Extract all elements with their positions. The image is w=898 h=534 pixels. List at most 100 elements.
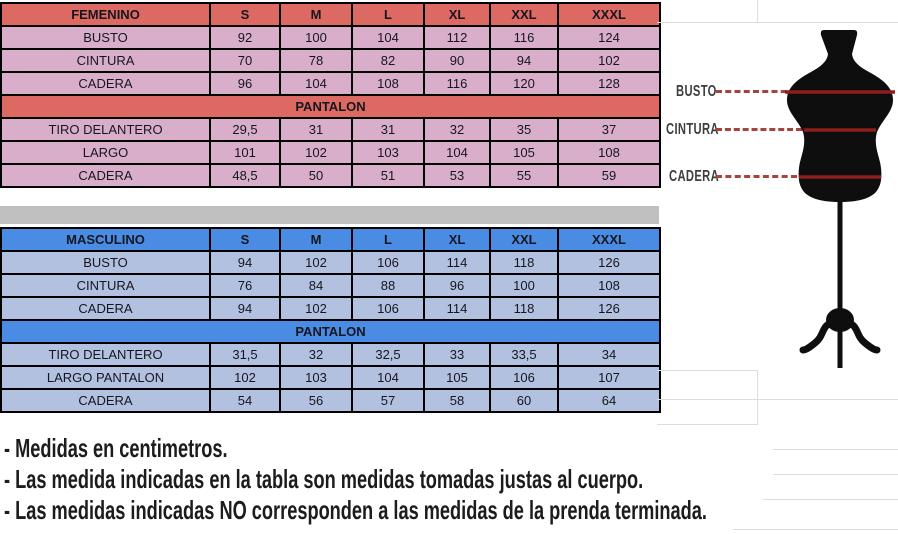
value-cell: 84 [279, 273, 353, 298]
row-label-cell: CINTURA [0, 273, 211, 298]
value-cell: 82 [351, 48, 425, 73]
note-body-measures: - Las medida indicadas en la tabla son m… [4, 464, 644, 494]
value-cell: 51 [351, 163, 425, 188]
value-cell: 94 [489, 48, 559, 73]
value-cell: 103 [279, 365, 353, 390]
waist-dash-leader-line [716, 128, 802, 131]
value-cell: 104 [279, 71, 353, 96]
value-cell: 31 [279, 117, 353, 142]
table-row: LARGO 101 102 103 104 105 108 [0, 140, 661, 165]
value-cell: 128 [557, 71, 661, 96]
row-label-cell: CADERA [0, 71, 211, 96]
table-row: FEMENINO S M L XL XXL XXXL [0, 2, 661, 27]
note-units: - Medidas en centimetros. [4, 433, 228, 463]
table-row: PANTALON [0, 94, 661, 119]
value-cell: 106 [489, 365, 559, 390]
value-cell: 96 [209, 71, 281, 96]
value-cell: 100 [489, 273, 559, 298]
value-cell: 103 [351, 140, 425, 165]
mannequin-torso [787, 30, 893, 202]
value-cell: 104 [423, 140, 491, 165]
value-cell: 33,5 [489, 342, 559, 367]
row-label-cell: BUSTO [0, 25, 211, 50]
value-cell: 116 [489, 25, 559, 50]
value-cell: 90 [423, 48, 491, 73]
gridline [657, 370, 757, 371]
value-cell: 106 [351, 296, 425, 321]
bust-dash-leader-line [716, 90, 796, 93]
hip-dash-leader-line [716, 175, 797, 178]
table-spacer-band [0, 206, 659, 224]
gridline [657, 22, 898, 23]
section-header-cell: PANTALON [0, 94, 661, 119]
value-cell: 104 [351, 25, 425, 50]
table-row: CINTURA 76 84 88 96 100 108 [0, 273, 661, 298]
value-cell: 96 [423, 273, 491, 298]
value-cell: 126 [557, 296, 661, 321]
value-cell: 55 [489, 163, 559, 188]
table-row: CADERA 96 104 108 116 120 128 [0, 71, 661, 96]
value-cell: 78 [279, 48, 353, 73]
table-row: PANTALON [0, 319, 661, 344]
value-cell: 50 [279, 163, 353, 188]
value-cell: 105 [489, 140, 559, 165]
section-header-cell: PANTALON [0, 319, 661, 344]
table-row: CADERA 48,5 50 51 53 55 59 [0, 163, 661, 188]
row-label-cell: TIRO DELANTERO [0, 117, 211, 142]
value-cell: 54 [209, 388, 281, 413]
table-row: CINTURA 70 78 82 90 94 102 [0, 48, 661, 73]
value-cell: XXL [489, 227, 559, 252]
value-cell: 126 [557, 250, 661, 275]
gridline [757, 0, 758, 22]
value-cell: 105 [423, 365, 491, 390]
value-cell: 53 [423, 163, 491, 188]
table-row: CADERA 54 56 57 58 60 64 [0, 388, 661, 413]
value-cell: XXXL [557, 2, 661, 27]
table-row: BUSTO 94 102 106 114 118 126 [0, 250, 661, 275]
value-cell: 58 [423, 388, 491, 413]
value-cell: 102 [209, 365, 281, 390]
row-label-cell: BUSTO [0, 250, 211, 275]
mannequin-pole [837, 200, 843, 368]
value-cell: 114 [423, 250, 491, 275]
value-cell: XL [423, 2, 491, 27]
row-label-cell: CINTURA [0, 48, 211, 73]
value-cell: 32,5 [351, 342, 425, 367]
value-cell: 114 [423, 296, 491, 321]
value-cell: 106 [351, 250, 425, 275]
value-cell: XXXL [557, 227, 661, 252]
value-cell: 94 [209, 296, 281, 321]
value-cell: 116 [423, 71, 491, 96]
value-cell: 107 [557, 365, 661, 390]
value-cell: 101 [209, 140, 281, 165]
row-label-cell: FEMENINO [0, 2, 211, 27]
mannequin-illustration [785, 30, 895, 368]
value-cell: 70 [209, 48, 281, 73]
note-not-garment: - Las medidas indicadas NO corresponden … [4, 495, 707, 525]
female-size-table: FEMENINO S M L XL XXL XXXL BUSTO 92 100 104 112 116 1… [0, 2, 661, 188]
value-cell: 57 [351, 388, 425, 413]
value-cell: 34 [557, 342, 661, 367]
value-cell: 102 [279, 140, 353, 165]
row-label-cell: CADERA [0, 296, 211, 321]
value-cell: 60 [489, 388, 559, 413]
value-cell: 118 [489, 250, 559, 275]
value-cell: L [351, 227, 425, 252]
gridline [763, 499, 898, 500]
value-cell: 102 [557, 48, 661, 73]
row-label-cell: LARGO PANTALON [0, 365, 211, 390]
table-row: TIRO DELANTERO 31,5 32 32,5 33 33,5 34 [0, 342, 661, 367]
row-label-cell: LARGO [0, 140, 211, 165]
value-cell: 118 [489, 296, 559, 321]
value-cell: XL [423, 227, 491, 252]
value-cell: 32 [423, 117, 491, 142]
value-cell: 76 [209, 273, 281, 298]
value-cell: 35 [489, 117, 559, 142]
value-cell: 124 [557, 25, 661, 50]
value-cell: XXL [489, 2, 559, 27]
value-cell: M [279, 227, 353, 252]
value-cell: S [209, 227, 281, 252]
value-cell: 112 [423, 25, 491, 50]
bust-measure-label: BUSTO [676, 83, 717, 100]
